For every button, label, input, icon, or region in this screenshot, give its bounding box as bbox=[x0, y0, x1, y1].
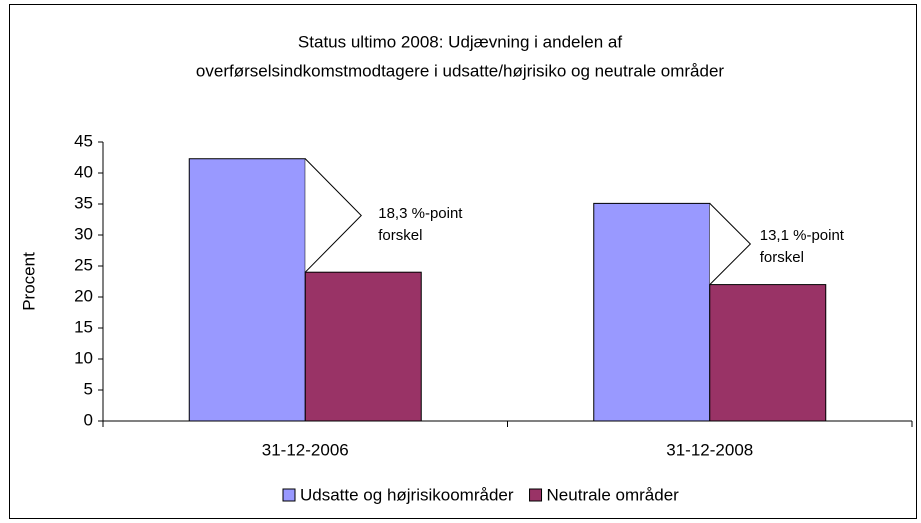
bar bbox=[709, 284, 827, 422]
bar bbox=[304, 271, 422, 422]
callout bbox=[304, 158, 362, 273]
legend-label: Neutrale områder bbox=[547, 485, 680, 504]
annotation: forskel bbox=[760, 249, 804, 266]
annotation: forskel bbox=[378, 227, 422, 244]
y-tick-label: 5 bbox=[84, 379, 93, 398]
chart-title: Status ultimo 2008: Udjævning i andelen … bbox=[298, 32, 622, 51]
y-tick-label: 25 bbox=[74, 255, 93, 274]
legend-swatch bbox=[529, 488, 543, 502]
y-axis-label: Procent bbox=[19, 252, 38, 311]
chart-title: overførselsindkomstmodtagere i udsatte/h… bbox=[196, 61, 725, 80]
y-tick-label: 35 bbox=[74, 193, 93, 212]
y-tick-label: 0 bbox=[84, 410, 93, 429]
y-tick-label: 45 bbox=[74, 131, 93, 150]
y-tick-label: 15 bbox=[74, 317, 93, 336]
y-tick-label: 40 bbox=[74, 162, 93, 181]
y-tick-label: 10 bbox=[74, 348, 93, 367]
bar bbox=[188, 158, 306, 422]
annotation: 18,3 %-point bbox=[378, 205, 463, 222]
chart-frame bbox=[9, 4, 917, 519]
x-tick-label: 31-12-2006 bbox=[262, 440, 349, 459]
callout bbox=[709, 203, 752, 285]
legend-swatch bbox=[282, 488, 296, 502]
annotation: 13,1 %-point bbox=[760, 227, 845, 244]
y-tick-label: 20 bbox=[74, 286, 93, 305]
legend-label: Udsatte og højrisikoområder bbox=[300, 485, 514, 504]
y-tick-label: 30 bbox=[74, 224, 93, 243]
bar bbox=[593, 202, 711, 422]
x-tick-label: 31-12-2008 bbox=[666, 440, 753, 459]
